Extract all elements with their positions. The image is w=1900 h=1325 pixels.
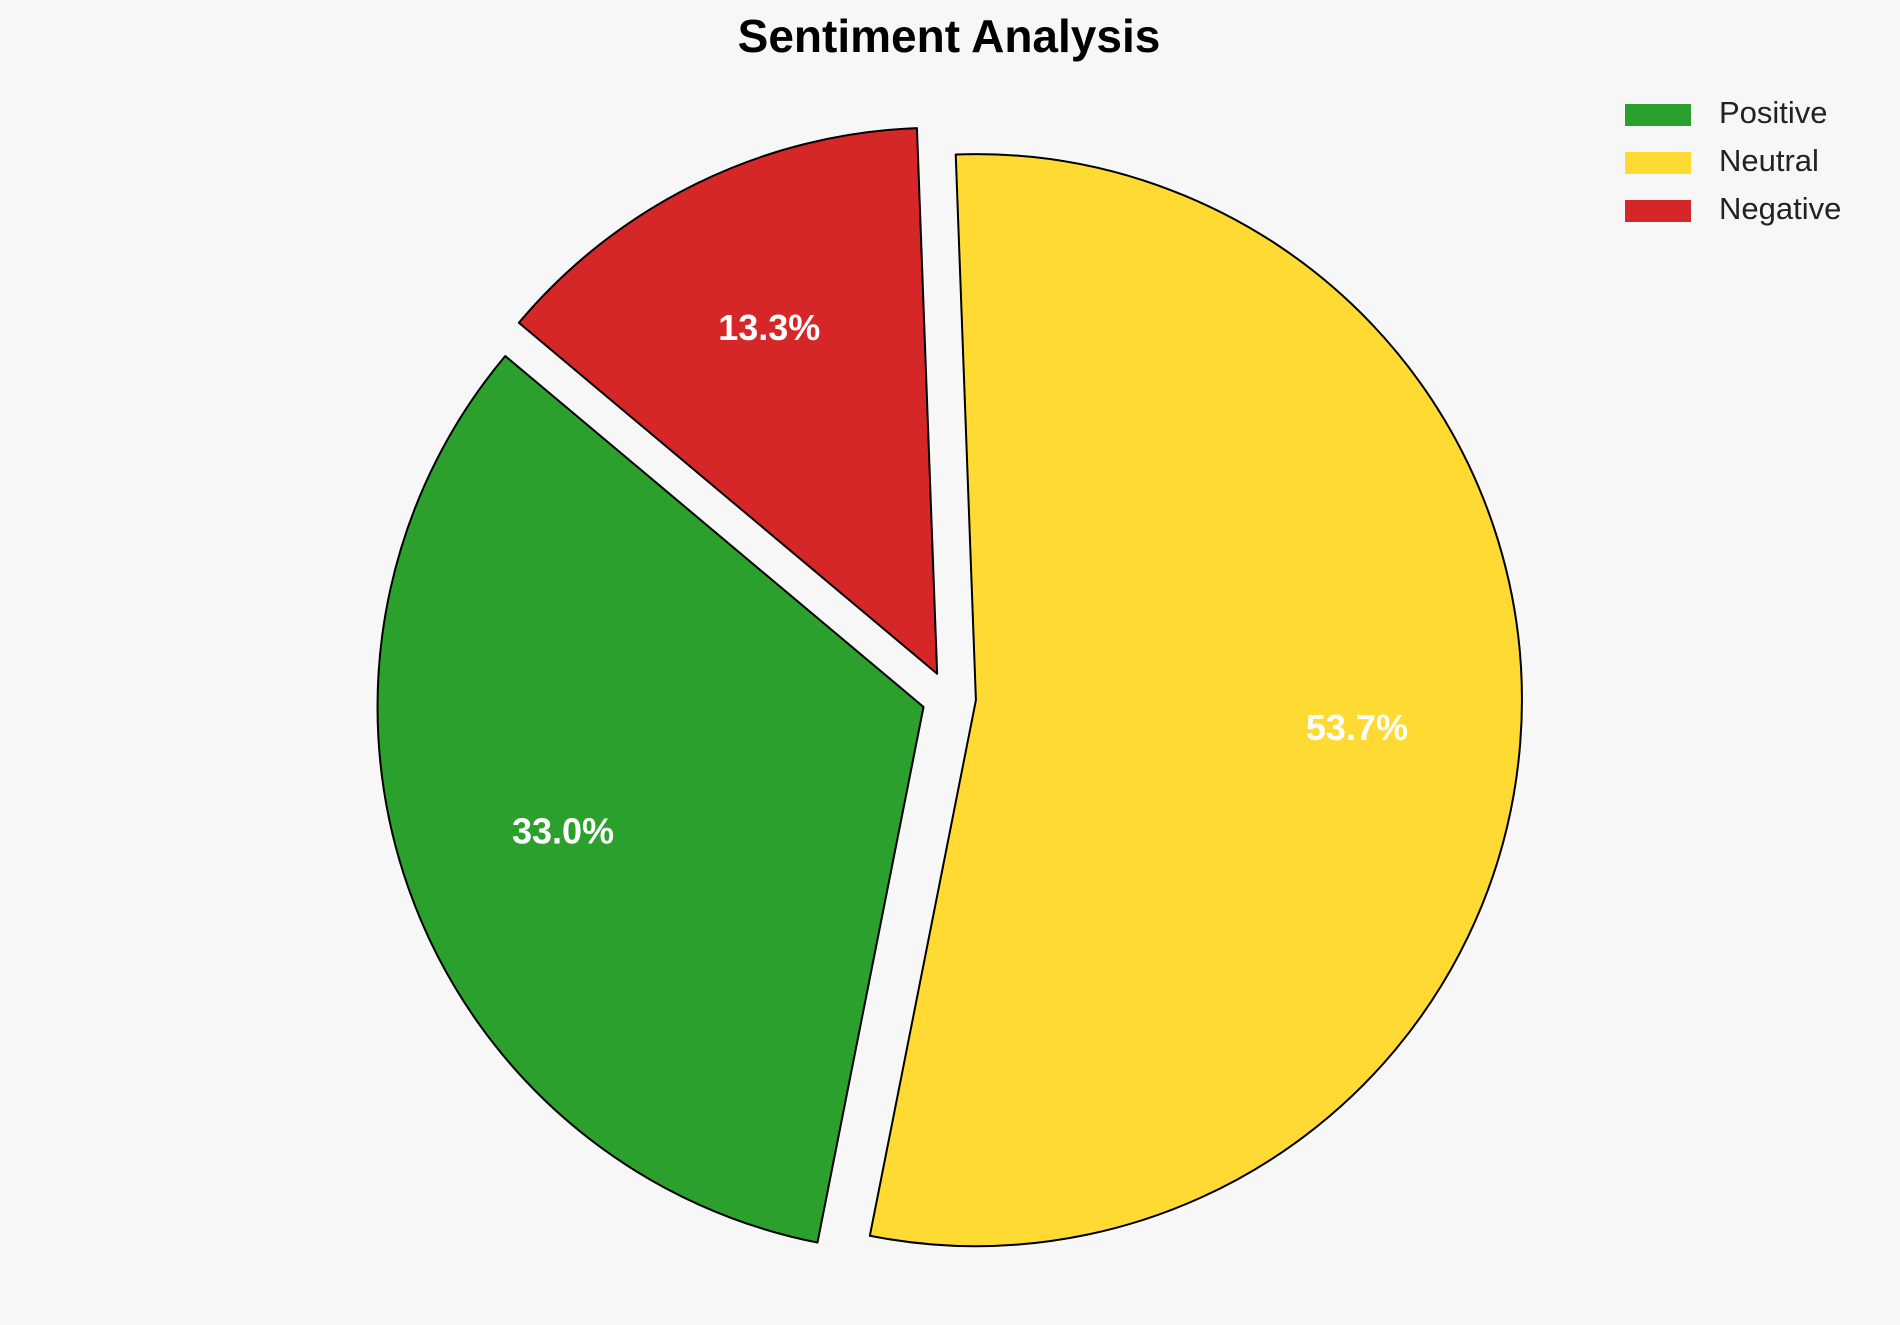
legend-label: Negative — [1719, 191, 1841, 226]
legend-swatch — [1625, 152, 1691, 174]
legend-swatch — [1625, 200, 1691, 222]
slice-label: 33.0% — [512, 810, 614, 851]
slice-label: 53.7% — [1306, 707, 1408, 748]
legend-label: Neutral — [1719, 143, 1819, 178]
slice-label: 13.3% — [718, 307, 820, 348]
pie-slice — [376, 355, 925, 1244]
legend-swatch — [1625, 104, 1691, 126]
pie-slice — [868, 153, 1523, 1248]
chart-title: Sentiment Analysis — [738, 10, 1161, 62]
legend-label: Positive — [1719, 95, 1828, 130]
pie-slice — [517, 127, 939, 675]
